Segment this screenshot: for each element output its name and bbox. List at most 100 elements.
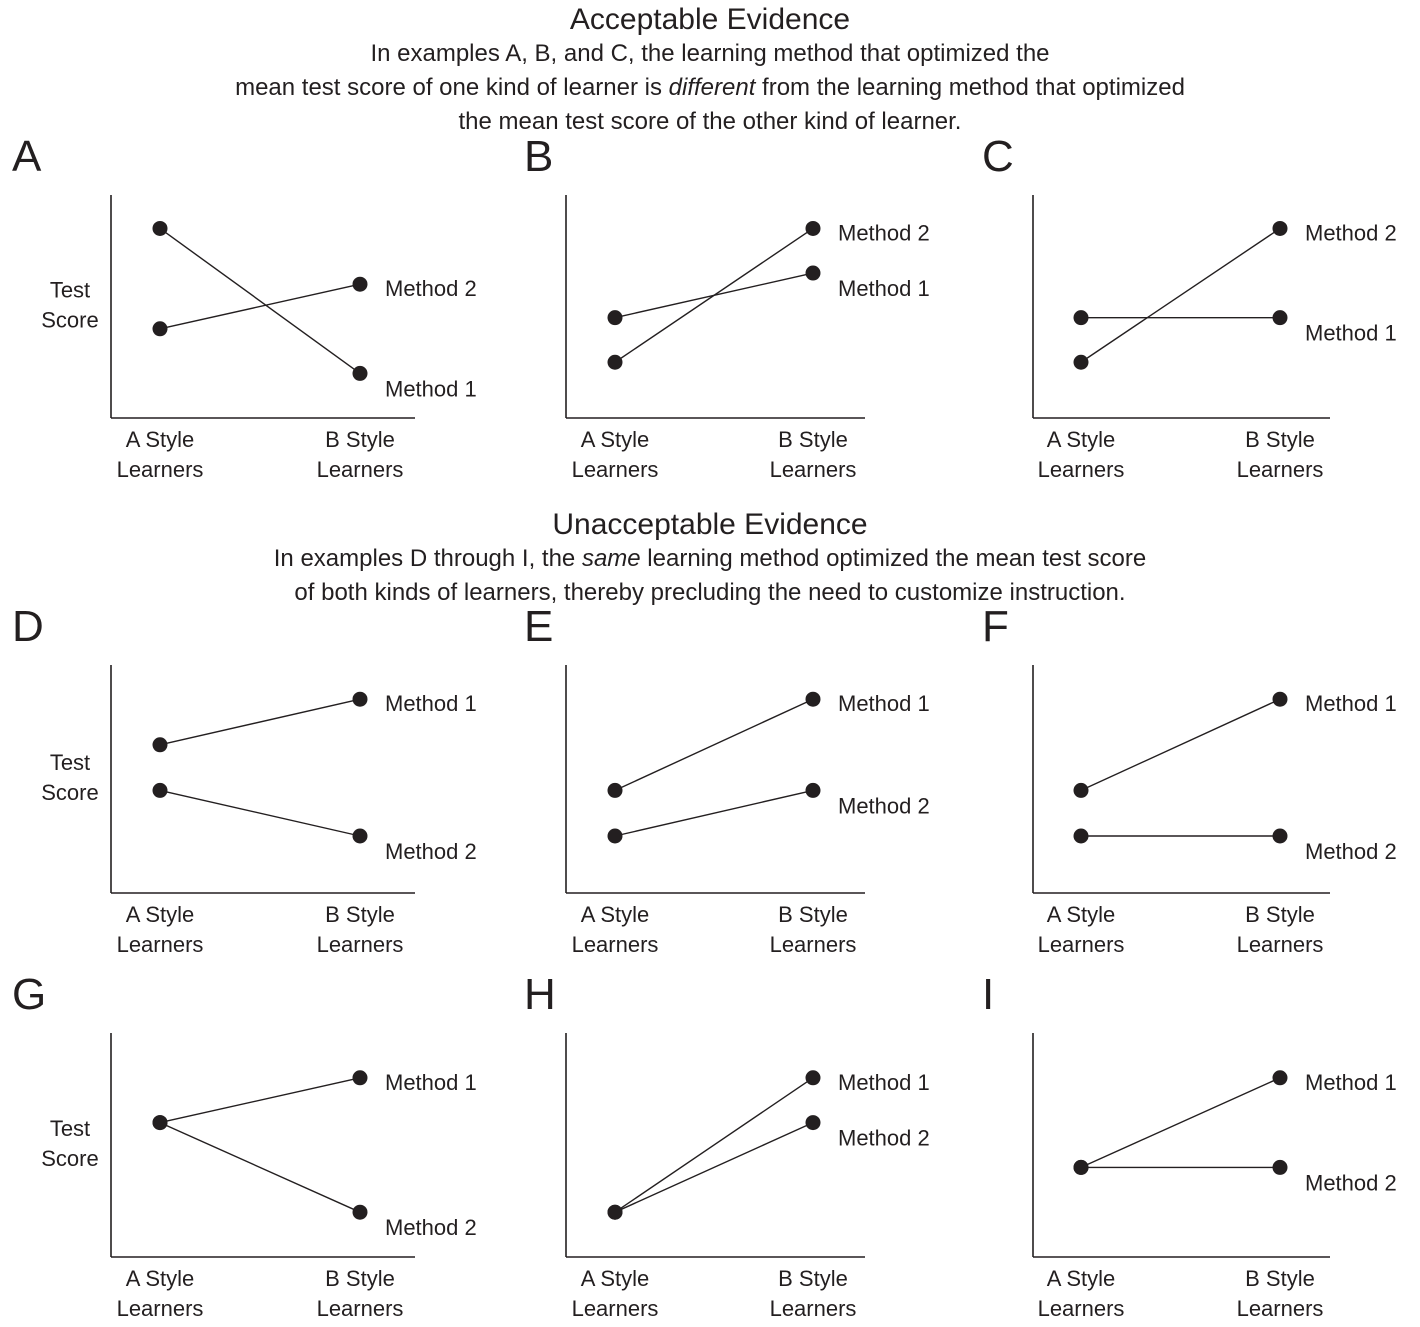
x-tick-label: Learners: [117, 1296, 204, 1321]
data-point: [607, 1204, 623, 1220]
panel-f: F A Style Learners B Style Learners Method 1 M…: [982, 602, 1397, 957]
x-tick-label: Learners: [572, 457, 659, 482]
data-point: [805, 1070, 821, 1086]
data-point: [152, 220, 168, 236]
series-line: [1080, 227, 1281, 363]
panel-letter: H: [524, 970, 556, 1019]
y-axis-label: Test: [50, 750, 90, 775]
series-label: Method 1: [838, 1070, 930, 1095]
caption-text: learning method optimized the mean test …: [640, 545, 1147, 572]
series-line: [159, 1121, 361, 1213]
data-point: [1272, 1159, 1288, 1175]
panel-g: G Test Score A Style Learners B Style Learners…: [12, 970, 477, 1321]
panel-e: E A Style Learners B Style Learners Method 1 M…: [524, 602, 930, 957]
data-point: [805, 265, 821, 281]
x-tick-label: A Style: [126, 427, 194, 452]
acceptable-caption-line-1: In examples A, B, and C, the learning me…: [370, 40, 1050, 67]
panel-d: D Test Score A Style Learners B Style Learners…: [12, 602, 477, 957]
panel-letter: I: [982, 970, 994, 1019]
data-point: [1272, 691, 1288, 707]
emphasis-same: same: [581, 545, 641, 572]
data-point: [607, 310, 623, 326]
series-label: Method 2: [838, 220, 930, 245]
acceptable-caption-line-3: the mean test score of the other kind of…: [458, 108, 962, 135]
panel-letter: D: [12, 602, 44, 651]
series-label: Method 1: [385, 1070, 477, 1095]
series-label: Method 2: [838, 793, 930, 818]
x-tick-label: B Style: [1245, 427, 1315, 452]
series-line: [614, 789, 814, 837]
series-label: Method 2: [385, 1215, 477, 1240]
series-label: Method 2: [1305, 1170, 1397, 1195]
series-label: Method 2: [385, 276, 477, 301]
caption-text: In examples D through I, the: [273, 545, 582, 572]
panel-letter: E: [524, 602, 553, 651]
series-line: [1080, 1077, 1281, 1169]
x-tick-label: B Style: [778, 1266, 848, 1291]
caption-text: mean test score of one kind of learner i…: [235, 74, 669, 101]
data-point: [152, 737, 168, 753]
caption-text: from the learning method that optimized: [755, 74, 1185, 101]
y-axis-label: Score: [41, 1146, 98, 1171]
series-label: Method 1: [385, 691, 477, 716]
series-line: [159, 227, 361, 374]
x-tick-label: Learners: [770, 457, 857, 482]
series-line: [159, 283, 361, 330]
x-tick-label: B Style: [325, 902, 395, 927]
emphasis-different: different: [668, 74, 756, 101]
x-tick-label: Learners: [317, 932, 404, 957]
data-point: [1272, 1070, 1288, 1086]
x-tick-label: Learners: [572, 932, 659, 957]
panel-letter: B: [524, 132, 553, 181]
data-point: [1272, 220, 1288, 236]
x-tick-label: Learners: [317, 1296, 404, 1321]
x-tick-label: A Style: [1047, 1266, 1115, 1291]
x-tick-label: Learners: [1038, 932, 1125, 957]
data-point: [805, 220, 821, 236]
data-point: [1272, 828, 1288, 844]
data-point: [805, 691, 821, 707]
x-tick-label: B Style: [1245, 902, 1315, 927]
panel-letter: C: [982, 132, 1014, 181]
x-tick-label: Learners: [317, 457, 404, 482]
series-label: Method 1: [1305, 321, 1397, 346]
series-label: Method 2: [838, 1126, 930, 1151]
panel-i: I A Style Learners B Style Learners Method 1 M…: [982, 970, 1397, 1321]
series-label: Method 2: [1305, 839, 1397, 864]
series-label: Method 2: [1305, 220, 1397, 245]
data-point: [607, 354, 623, 370]
data-point: [1272, 310, 1288, 326]
data-point: [352, 828, 368, 844]
series-label: Method 1: [385, 376, 477, 401]
x-tick-label: Learners: [117, 457, 204, 482]
data-point: [352, 1070, 368, 1086]
x-tick-label: A Style: [581, 902, 649, 927]
data-point: [1073, 310, 1089, 326]
x-tick-label: A Style: [1047, 427, 1115, 452]
data-point: [152, 1115, 168, 1131]
x-tick-label: Learners: [770, 1296, 857, 1321]
series-label: Method 2: [385, 839, 477, 864]
series-line: [614, 1121, 814, 1213]
data-point: [152, 321, 168, 337]
data-point: [352, 365, 368, 381]
x-tick-label: B Style: [1245, 1266, 1315, 1291]
data-point: [607, 782, 623, 798]
series-label: Method 1: [1305, 691, 1397, 716]
x-tick-label: A Style: [126, 1266, 194, 1291]
x-tick-label: A Style: [581, 1266, 649, 1291]
series-line: [614, 1077, 814, 1213]
data-point: [352, 1204, 368, 1220]
data-point: [1073, 354, 1089, 370]
series-line: [159, 789, 361, 837]
series-label: Method 1: [838, 276, 930, 301]
series-line: [159, 1077, 361, 1124]
x-tick-label: Learners: [1038, 1296, 1125, 1321]
panel-b: B A Style Learners B Style Learners Method 2 M…: [524, 132, 930, 482]
unacceptable-caption-line-1: In examples D through I, the same learni…: [0, 542, 1420, 576]
panel-letter: F: [982, 602, 1009, 651]
data-point: [1073, 1159, 1089, 1175]
panel-h: H A Style Learners B Style Learners Method 1 M…: [524, 970, 930, 1321]
x-tick-label: Learners: [1237, 457, 1324, 482]
